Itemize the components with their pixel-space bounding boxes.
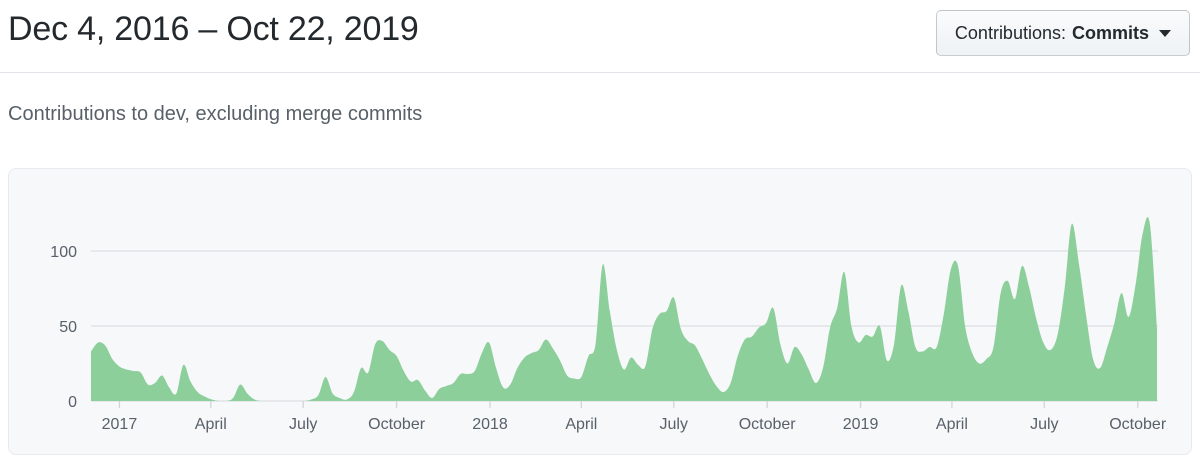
page-title: Dec 4, 2016 – Oct 22, 2019 xyxy=(8,10,419,48)
filter-label: Contributions: xyxy=(954,22,1066,43)
contributions-area-chart[interactable]: 0 50 100 2017 April July October 2018 April July O… xyxy=(9,169,1191,454)
chart-card: 0 50 100 2017 April July October 2018 April July O… xyxy=(8,168,1192,455)
y-axis-tick-label: 100 xyxy=(50,244,77,261)
filter-value: Commits xyxy=(1071,22,1149,43)
y-axis-tick-label: 0 xyxy=(68,394,77,411)
contributions-filter-button[interactable]: Contributions: Commits xyxy=(935,10,1190,56)
x-axis-tick-label: July xyxy=(289,416,317,433)
y-axis-tick-label: 50 xyxy=(59,319,77,336)
dropdown-caret-icon xyxy=(1159,29,1171,37)
x-axis-tick-label: 2019 xyxy=(843,416,879,433)
x-axis-tick-label: October xyxy=(739,416,797,433)
x-axis-tick-label: October xyxy=(368,416,426,433)
header-divider xyxy=(0,72,1200,73)
commits-area-series xyxy=(91,216,1157,401)
x-axis-tick-label: April xyxy=(565,416,597,433)
x-axis-tick-label: October xyxy=(1109,416,1167,433)
x-axis-tick-label: April xyxy=(195,416,227,433)
x-axis-tick-label: July xyxy=(660,416,688,433)
x-axis-tick-label: July xyxy=(1030,416,1058,433)
chart-subtitle: Contributions to dev, excluding merge co… xyxy=(8,103,423,125)
x-axis-tick-label: 2017 xyxy=(102,416,138,433)
x-axis-tick-label: 2018 xyxy=(472,416,508,433)
x-axis-tick-label: April xyxy=(936,416,968,433)
